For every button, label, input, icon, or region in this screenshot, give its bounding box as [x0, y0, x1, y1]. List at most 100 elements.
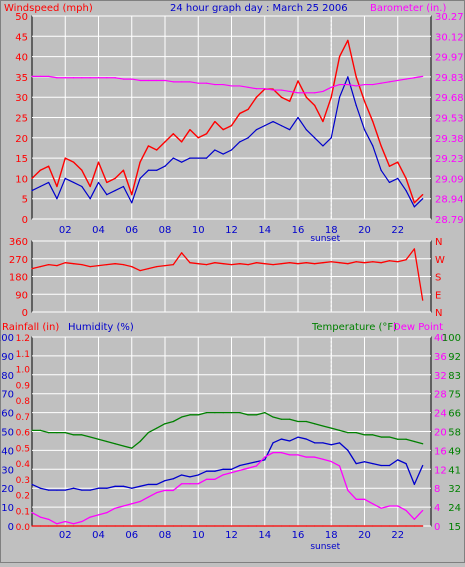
rainfall-line-point [363, 525, 366, 527]
temperature-line-point [189, 414, 191, 416]
dewpoint-line-point [330, 460, 332, 463]
dewpoint-line-point [355, 498, 357, 500]
barometer-line-point [347, 83, 349, 86]
humidity-line-point [172, 478, 174, 480]
humidity-y-tick: 40 [1, 446, 14, 457]
humidity-line-point [189, 476, 191, 478]
wind-direction-line-point [297, 263, 299, 265]
barometer-line-point [422, 75, 424, 77]
rainfall-line-point [239, 525, 241, 527]
barometer-line-point [297, 92, 299, 94]
rainfall-line-point [97, 525, 100, 527]
humidity-y-tick: 20 [1, 484, 14, 495]
wind-gust-line-point [289, 100, 291, 102]
wind-direction-line-point [72, 263, 75, 265]
dewpoint-line-point [363, 498, 366, 500]
temperature-line-point [172, 420, 174, 423]
temperature-line-point [31, 429, 33, 431]
wind-direction-line-point [422, 299, 424, 301]
wind-direction-line-point [131, 266, 133, 268]
wind-gust-line-point [422, 194, 424, 196]
dir-y-tick: 90 [15, 290, 28, 301]
dewpoint-line-point [181, 483, 183, 485]
barometer-line-point [305, 92, 307, 94]
rainfall-line-point [147, 525, 149, 527]
wind-gust-line-point [388, 165, 391, 167]
humidity-line-point [81, 489, 83, 491]
humidity-line-point [363, 461, 366, 463]
dewpoint-line-point [64, 520, 66, 523]
temperature-line-point [239, 412, 241, 414]
humidity-line-point [48, 489, 50, 491]
temperature-line-point [289, 418, 291, 420]
x-tick-label: 20 [358, 530, 371, 541]
dewpoint-line-point [314, 456, 316, 458]
wind-direction-line-point [380, 262, 382, 264]
wind-average-line-point [147, 169, 149, 171]
dewpoint-line-point [48, 518, 50, 520]
wind-direction-line-point [397, 261, 399, 263]
dewpoint-line-point [413, 518, 415, 520]
dewpoint-line-point [372, 503, 374, 505]
wind-gust-line-point [405, 177, 407, 179]
wind-gust-line-point [189, 129, 191, 131]
wind-direction-line-point [31, 268, 33, 270]
temperature-line-point [72, 434, 75, 436]
temperature-y-tick: 92 [448, 352, 461, 363]
dewpoint-line-point [239, 469, 241, 472]
rain-y-tick: 0.4 [16, 460, 31, 470]
temperature-line-point [397, 438, 399, 440]
dewpoint-line-point [31, 512, 33, 514]
barometer-line-point [81, 77, 83, 79]
barometer-line-point [131, 78, 133, 80]
baro-y-tick: 30.27 [435, 12, 464, 23]
temperature-line-point [422, 443, 424, 445]
humidity-y-tick: 30 [1, 465, 14, 476]
wind-y-tick: 25 [15, 114, 28, 125]
wind-average-line-point [380, 169, 382, 171]
wind-gust-line-point [222, 129, 224, 131]
wind-average-line-point [422, 198, 424, 200]
wind-average-line-point [397, 177, 399, 179]
wind-average-line-point [106, 194, 108, 196]
humidity-line-point [297, 436, 299, 438]
barometer-line-point [380, 82, 382, 84]
temperature-line-point [338, 429, 341, 431]
x-tick-label: 10 [192, 225, 205, 236]
barometer-line-point [330, 86, 332, 88]
rainfall-line-point [380, 525, 382, 527]
wind-gust-line-point [139, 161, 141, 163]
humidity-y-tick: 90 [1, 352, 14, 363]
dewpoint-y-tick: 8 [434, 484, 440, 495]
humidity-line-point [314, 442, 316, 444]
rainfall-line-point [72, 525, 75, 527]
wind-gust-line-point [355, 76, 357, 78]
humidity-y-tick: 0 [8, 522, 14, 533]
wind-average-line-point [114, 189, 116, 192]
wind-gust-line-point [338, 56, 341, 58]
wind-direction-line-point [347, 263, 349, 265]
series-layer [31, 39, 424, 527]
humidity-line [31, 436, 424, 491]
temperature-line-point [363, 434, 366, 436]
temperature-line-point [330, 427, 332, 429]
rainfall-line-point [214, 525, 216, 527]
rainfall-line-point [405, 525, 407, 527]
wind-average-line-point [255, 129, 258, 131]
x-tick-label: 12 [225, 530, 238, 541]
rainfall-line-point [388, 525, 391, 527]
wind-direction-line-point [172, 264, 174, 266]
dewpoint-line-point [388, 505, 391, 507]
dewpoint-line-point [97, 514, 100, 516]
rainfall-line-point [64, 525, 66, 527]
temperature-line-point [181, 416, 183, 418]
dewpoint-line-point [322, 458, 324, 460]
temperature-line [32, 411, 423, 449]
wind-direction-line-point [239, 263, 241, 265]
dewpoint-line-point [255, 465, 258, 467]
wind-direction-line-point [122, 264, 125, 266]
wind-average-line-point [131, 202, 133, 204]
wind-gust-line-point [239, 112, 241, 115]
humidity-line-point [97, 487, 100, 489]
wind-direction-line-point [330, 261, 332, 263]
